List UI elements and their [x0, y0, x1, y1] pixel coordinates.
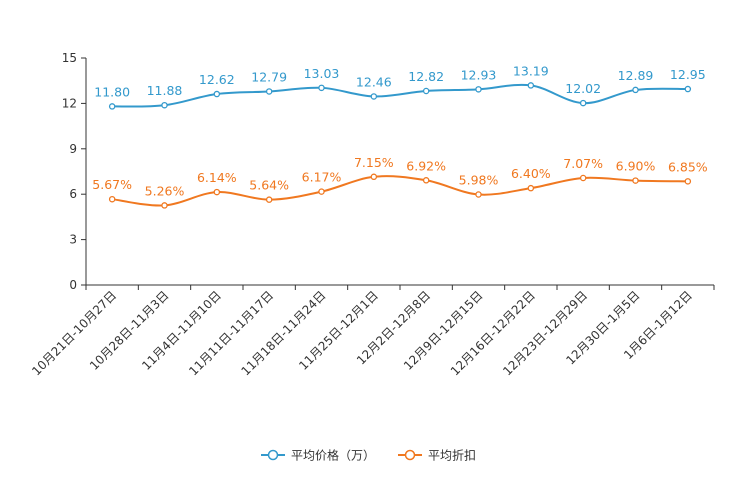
- data-label: 5.26%: [145, 183, 185, 198]
- data-point: [318, 84, 325, 92]
- y-tick-label: 6: [69, 187, 77, 201]
- data-label: 12.62: [199, 72, 235, 87]
- series-average-discount: 5.67% 5.26% 6.14% 5.64% 6.17% 7.15% 6.92% 5.98%…: [92, 155, 708, 209]
- legend-item-average-price[interactable]: 平均价格（万）: [261, 448, 375, 463]
- data-point: [370, 173, 378, 181]
- data-point: [422, 87, 430, 95]
- y-tick-label: 3: [69, 233, 77, 247]
- data-point: [632, 86, 639, 94]
- data-label: 13.03: [304, 66, 340, 81]
- data-point: [370, 93, 378, 100]
- data-label: 5.64%: [249, 178, 289, 193]
- data-point: [475, 191, 482, 198]
- y-tick-label: 12: [62, 96, 77, 110]
- data-label: 7.07%: [563, 156, 603, 171]
- series-line: [112, 175, 688, 207]
- data-label: 12.95: [670, 67, 706, 82]
- y-tick-label: 15: [62, 51, 77, 65]
- data-label: 5.67%: [92, 177, 132, 192]
- data-label: 12.93: [461, 67, 497, 82]
- data-point: [161, 101, 168, 109]
- y-tick-label: 9: [69, 142, 77, 156]
- legend-marker-icon: [404, 449, 416, 461]
- data-point: [684, 85, 692, 93]
- data-point: [684, 178, 692, 185]
- data-point: [318, 188, 325, 195]
- data-label: 12.46: [356, 74, 392, 89]
- data-point: [632, 177, 639, 184]
- data-label: 6.85%: [668, 159, 708, 174]
- x-tick-label: 10月21日-10月27日: [29, 288, 119, 378]
- series-average-price: 11.80 11.88 12.62 12.79 13.03 12.46 12.82 12.93…: [94, 63, 706, 110]
- data-point: [265, 196, 273, 203]
- data-point: [265, 88, 273, 95]
- data-label: 5.98%: [459, 173, 499, 188]
- data-label: 6.14%: [197, 170, 237, 185]
- data-label: 6.90%: [616, 159, 656, 174]
- data-point: [579, 174, 587, 182]
- data-point: [108, 103, 116, 110]
- data-label: 6.40%: [511, 166, 551, 181]
- x-axis-ticks: 10月21日-10月27日10月28日-11月3日11月4日-11月10日11月…: [29, 285, 715, 378]
- data-label: 6.92%: [406, 158, 446, 173]
- data-label: 13.19: [513, 63, 549, 78]
- data-label: 12.79: [251, 69, 287, 84]
- data-point: [108, 195, 116, 203]
- legend-marker-icon: [267, 449, 279, 461]
- data-point: [213, 188, 221, 196]
- legend-label: 平均折扣: [428, 448, 476, 463]
- data-point: [213, 90, 221, 98]
- data-label: 12.89: [618, 68, 654, 83]
- data-point: [475, 86, 482, 93]
- data-label: 12.02: [565, 81, 601, 96]
- data-label: 6.17%: [302, 170, 342, 185]
- y-tick-label: 0: [69, 278, 77, 292]
- data-point: [161, 202, 168, 209]
- series-line: [112, 83, 688, 108]
- data-point: [422, 177, 430, 184]
- data-point: [579, 99, 587, 107]
- data-label: 7.15%: [354, 155, 394, 170]
- data-label: 11.88: [147, 83, 183, 98]
- data-point: [527, 184, 535, 192]
- y-axis-ticks: 0 3 6 9 12 15: [62, 51, 86, 292]
- legend[interactable]: 平均价格（万） 平均折扣: [261, 448, 476, 463]
- legend-label: 平均价格（万）: [291, 448, 375, 463]
- legend-item-average-discount[interactable]: 平均折扣: [398, 448, 476, 463]
- data-point: [527, 82, 535, 89]
- data-label: 12.82: [408, 69, 444, 84]
- series-layer: 11.80 11.88 12.62 12.79 13.03 12.46 12.82 12.93…: [92, 63, 708, 209]
- data-label: 11.80: [94, 84, 130, 99]
